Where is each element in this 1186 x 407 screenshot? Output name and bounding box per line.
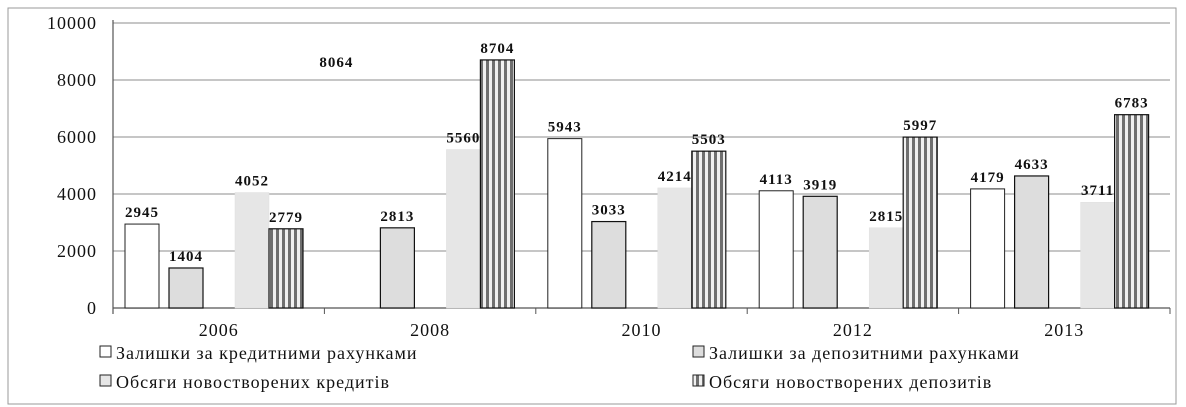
x-tick-label: 2010 [622, 320, 662, 340]
x-tick-label: 2008 [410, 320, 450, 340]
bar [124, 223, 160, 309]
bar [1013, 175, 1050, 309]
legend-label: Залишки за депозитними рахунками [709, 343, 1020, 363]
chart-border [7, 7, 1177, 405]
bar [547, 138, 583, 309]
legend-swatch [692, 345, 705, 358]
data-label: 1404 [169, 249, 203, 265]
legend-label: Обсяги новостворених депозитів [709, 372, 992, 392]
bar [268, 228, 304, 309]
bar [970, 188, 1006, 309]
bar [168, 267, 204, 309]
bar [902, 136, 938, 309]
bar [1080, 201, 1115, 309]
data-label: 6783 [1115, 96, 1149, 112]
bar [657, 187, 693, 309]
x-tick-label: 2012 [833, 320, 873, 340]
data-label: 3711 [1081, 183, 1114, 199]
bar [691, 150, 727, 309]
data-label: 4052 [235, 174, 269, 190]
data-label: 8064 [319, 55, 353, 71]
data-label: 2813 [380, 209, 414, 225]
bar [479, 59, 515, 309]
data-label: 3033 [592, 203, 626, 219]
data-label: 2815 [869, 209, 903, 225]
data-label: 4633 [1015, 157, 1049, 173]
data-label: 2779 [269, 210, 303, 226]
data-label: 4179 [971, 170, 1005, 186]
y-tick-label: 4000 [57, 184, 97, 204]
bar [591, 220, 627, 309]
data-label: 5503 [692, 132, 726, 148]
data-label: 4113 [760, 172, 793, 188]
data-label: 8704 [480, 41, 514, 57]
x-tick-label: 2013 [1044, 320, 1084, 340]
bar [379, 227, 415, 309]
bar [234, 192, 270, 309]
data-label: 5997 [903, 118, 937, 134]
data-label: 5943 [548, 120, 582, 136]
y-tick-label: 10000 [47, 13, 97, 33]
legend-label: Обсяги новостворених кредитів [116, 372, 390, 392]
data-label: 2945 [125, 205, 159, 221]
y-tick-label: 0 [87, 298, 97, 318]
bar [1113, 114, 1150, 309]
data-label: 5560 [446, 131, 480, 147]
bar [446, 149, 481, 309]
x-tick-label: 2006 [199, 320, 239, 340]
bar [758, 190, 794, 309]
data-label: 4214 [658, 169, 692, 185]
legend-swatch [99, 345, 112, 358]
data-label: 3919 [803, 177, 837, 193]
y-tick-label: 8000 [57, 70, 97, 90]
y-tick-label: 2000 [57, 241, 97, 261]
legend-label: Залишки за кредитними рахунками [116, 343, 417, 363]
y-tick-label: 6000 [57, 127, 97, 147]
legend-swatch [692, 374, 705, 387]
bar [802, 195, 838, 309]
legend-swatch [99, 374, 112, 387]
bar [868, 227, 904, 309]
